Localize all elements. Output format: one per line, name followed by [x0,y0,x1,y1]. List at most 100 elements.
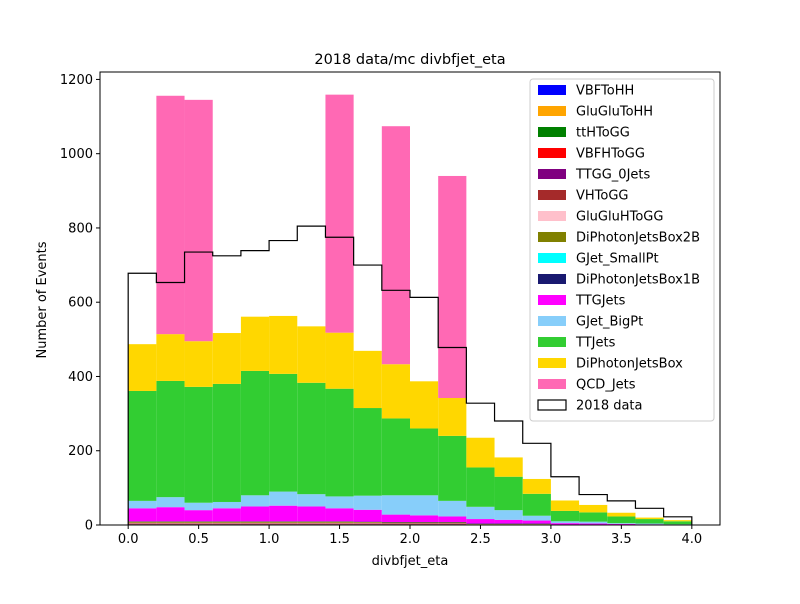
x-tick-label: 1.0 [259,532,280,547]
legend-swatch-glugluhtogg [538,211,566,221]
bar-gjet-bigpt-bin-13 [495,510,523,520]
bar-qcd-jets-bin-2 [185,100,213,341]
bar-ttjets-bin-9 [382,418,410,495]
bar-vhtogg-bin-7 [325,524,353,525]
bar-ttjets-bin-6 [297,383,325,494]
bar-ttgjets-bin-14 [523,521,551,524]
y-tick-label: 1000 [60,147,93,162]
legend-label-gluglutohh: GluGluToHH [576,105,653,120]
bar-diphotonjetsbox2b-bin-5 [269,522,297,523]
bar-ttgjets-bin-11 [438,516,466,522]
legend-label-ttgg-0jets: TTGG_0Jets [575,168,651,183]
bar-diphotonjetsbox-bin-8 [354,351,382,408]
bar-ttjets-bin-10 [410,428,438,495]
legend-label-gjet-bigpt: GJet_BigPt [576,315,643,330]
bar-qcd-jets-bin-1 [156,96,184,334]
legend-swatch-diphotonjetsbox [538,358,566,368]
bar-diphotonjetsbox-bin-19 [664,520,692,521]
bar-ttjets-bin-8 [354,408,382,496]
bar-ttjets-bin-18 [635,519,663,523]
bar-ttjets-bin-4 [241,371,269,495]
bar-gjet-bigpt-bin-8 [354,496,382,510]
bar-gjet-bigpt-bin-3 [213,502,241,508]
bar-gjet-bigpt-bin-12 [466,507,494,519]
bar-ttjets-bin-16 [579,512,607,521]
x-tick-label: 2.5 [470,532,491,547]
bar-diphotonjetsbox2b-bin-7 [325,522,353,523]
legend-label-vbftohh: VBFToHH [576,84,634,99]
legend-swatch-ttgjets [538,295,566,305]
y-axis-label: Number of Events [35,241,50,358]
bar-diphotonjetsbox-bin-1 [156,334,184,381]
bar-gjet-bigpt-bin-1 [156,497,184,507]
bar-diphotonjetsbox2b-bin-0 [128,522,156,523]
bar-gjet-bigpt-bin-4 [241,495,269,506]
bar-gjet-bigpt-bin-18 [635,524,663,525]
x-tick-label: 4.0 [681,532,702,547]
x-tick-label: 3.0 [541,532,562,547]
bar-ttjets-bin-2 [185,387,213,503]
bar-ttjets-bin-15 [551,511,579,521]
bar-ttjets-bin-13 [495,477,523,510]
bar-diphotonjetsbox-bin-7 [325,333,353,389]
bar-diphotonjetsbox-bin-9 [382,364,410,418]
bar-gjet-bigpt-bin-7 [325,496,353,508]
y-tick-label: 1200 [60,73,93,88]
bar-ttjets-bin-1 [156,381,184,497]
y-tick-label: 0 [85,519,93,534]
bar-ttjets-bin-12 [466,467,494,506]
bar-diphotonjetsbox-bin-0 [128,344,156,391]
bar-diphotonjetsbox2b-bin-10 [410,522,438,523]
bar-diphotonjetsbox-bin-12 [466,438,494,468]
legend-swatch-vbftohh [538,85,566,95]
bar-vhtogg-bin-11 [438,524,466,525]
bar-diphotonjetsbox-bin-11 [438,398,466,436]
bar-gjet-bigpt-bin-9 [382,495,410,514]
bar-gjet-bigpt-bin-2 [185,503,213,510]
bar-glugluhtogg-bin-4 [241,523,269,524]
x-tick-label: 0.5 [188,532,209,547]
bar-glugluhtogg-bin-7 [325,523,353,524]
bar-vhtogg-bin-2 [185,524,213,525]
bar-diphotonjetsbox-bin-18 [635,518,663,519]
bar-vhtogg-bin-0 [128,524,156,525]
legend-label-ttjets: TTJets [575,336,616,351]
bar-ttgjets-bin-8 [354,510,382,522]
bar-ttgjets-bin-7 [325,508,353,521]
bar-ttjets-bin-14 [523,494,551,516]
legend-swatch-qcd-jets [538,379,566,389]
bar-ttgjets-bin-4 [241,506,269,521]
bar-diphotonjetsbox-bin-5 [269,316,297,374]
bar-gjet-bigpt-bin-11 [438,501,466,517]
bar-gjet-bigpt-bin-17 [607,523,635,524]
bar-vhtogg-bin-6 [297,524,325,525]
bar-diphotonjetsbox2b-bin-3 [213,522,241,523]
x-tick-label: 2.0 [400,532,421,547]
bar-vhtogg-bin-4 [241,524,269,525]
bar-diphotonjetsbox2b-bin-9 [382,522,410,523]
bar-ttgjets-bin-6 [297,506,325,521]
legend-swatch-gjet-bigpt [538,316,566,326]
bar-glugluhtogg-bin-5 [269,523,297,524]
bar-diphotonjetsbox-bin-10 [410,381,438,428]
bar-vhtogg-bin-3 [213,524,241,525]
legend-label-diphotonjetsbox1b: DiPhotonJetsBox1B [576,273,700,288]
legend: VBFToHHGluGluToHHttHToGGVBFHToGGTTGG_0Je… [530,79,714,421]
bar-qcd-jets-bin-7 [325,95,353,333]
legend-swatch-ttjets [538,337,566,347]
legend-swatch-diphotonjetsbox2b [538,232,566,242]
bar-gjet-bigpt-bin-10 [410,495,438,515]
bar-diphotonjetsbox2b-bin-8 [354,522,382,523]
bar-diphotonjetsbox2b-bin-1 [156,522,184,523]
bar-diphotonjetsbox2b-bin-4 [241,522,269,523]
legend-swatch-gjet-smallpt [538,253,566,263]
bar-gjet-bigpt-bin-15 [551,521,579,523]
legend-label-2018-data: 2018 data [576,399,643,414]
legend-label-gjet-smallpt: GJet_SmallPt [576,252,659,267]
bar-vhtogg-bin-10 [410,524,438,525]
bar-diphotonjetsbox-bin-17 [607,513,635,517]
bar-glugluhtogg-bin-6 [297,523,325,524]
bar-glugluhtogg-bin-8 [354,523,382,524]
bar-ttjets-bin-17 [607,516,635,523]
